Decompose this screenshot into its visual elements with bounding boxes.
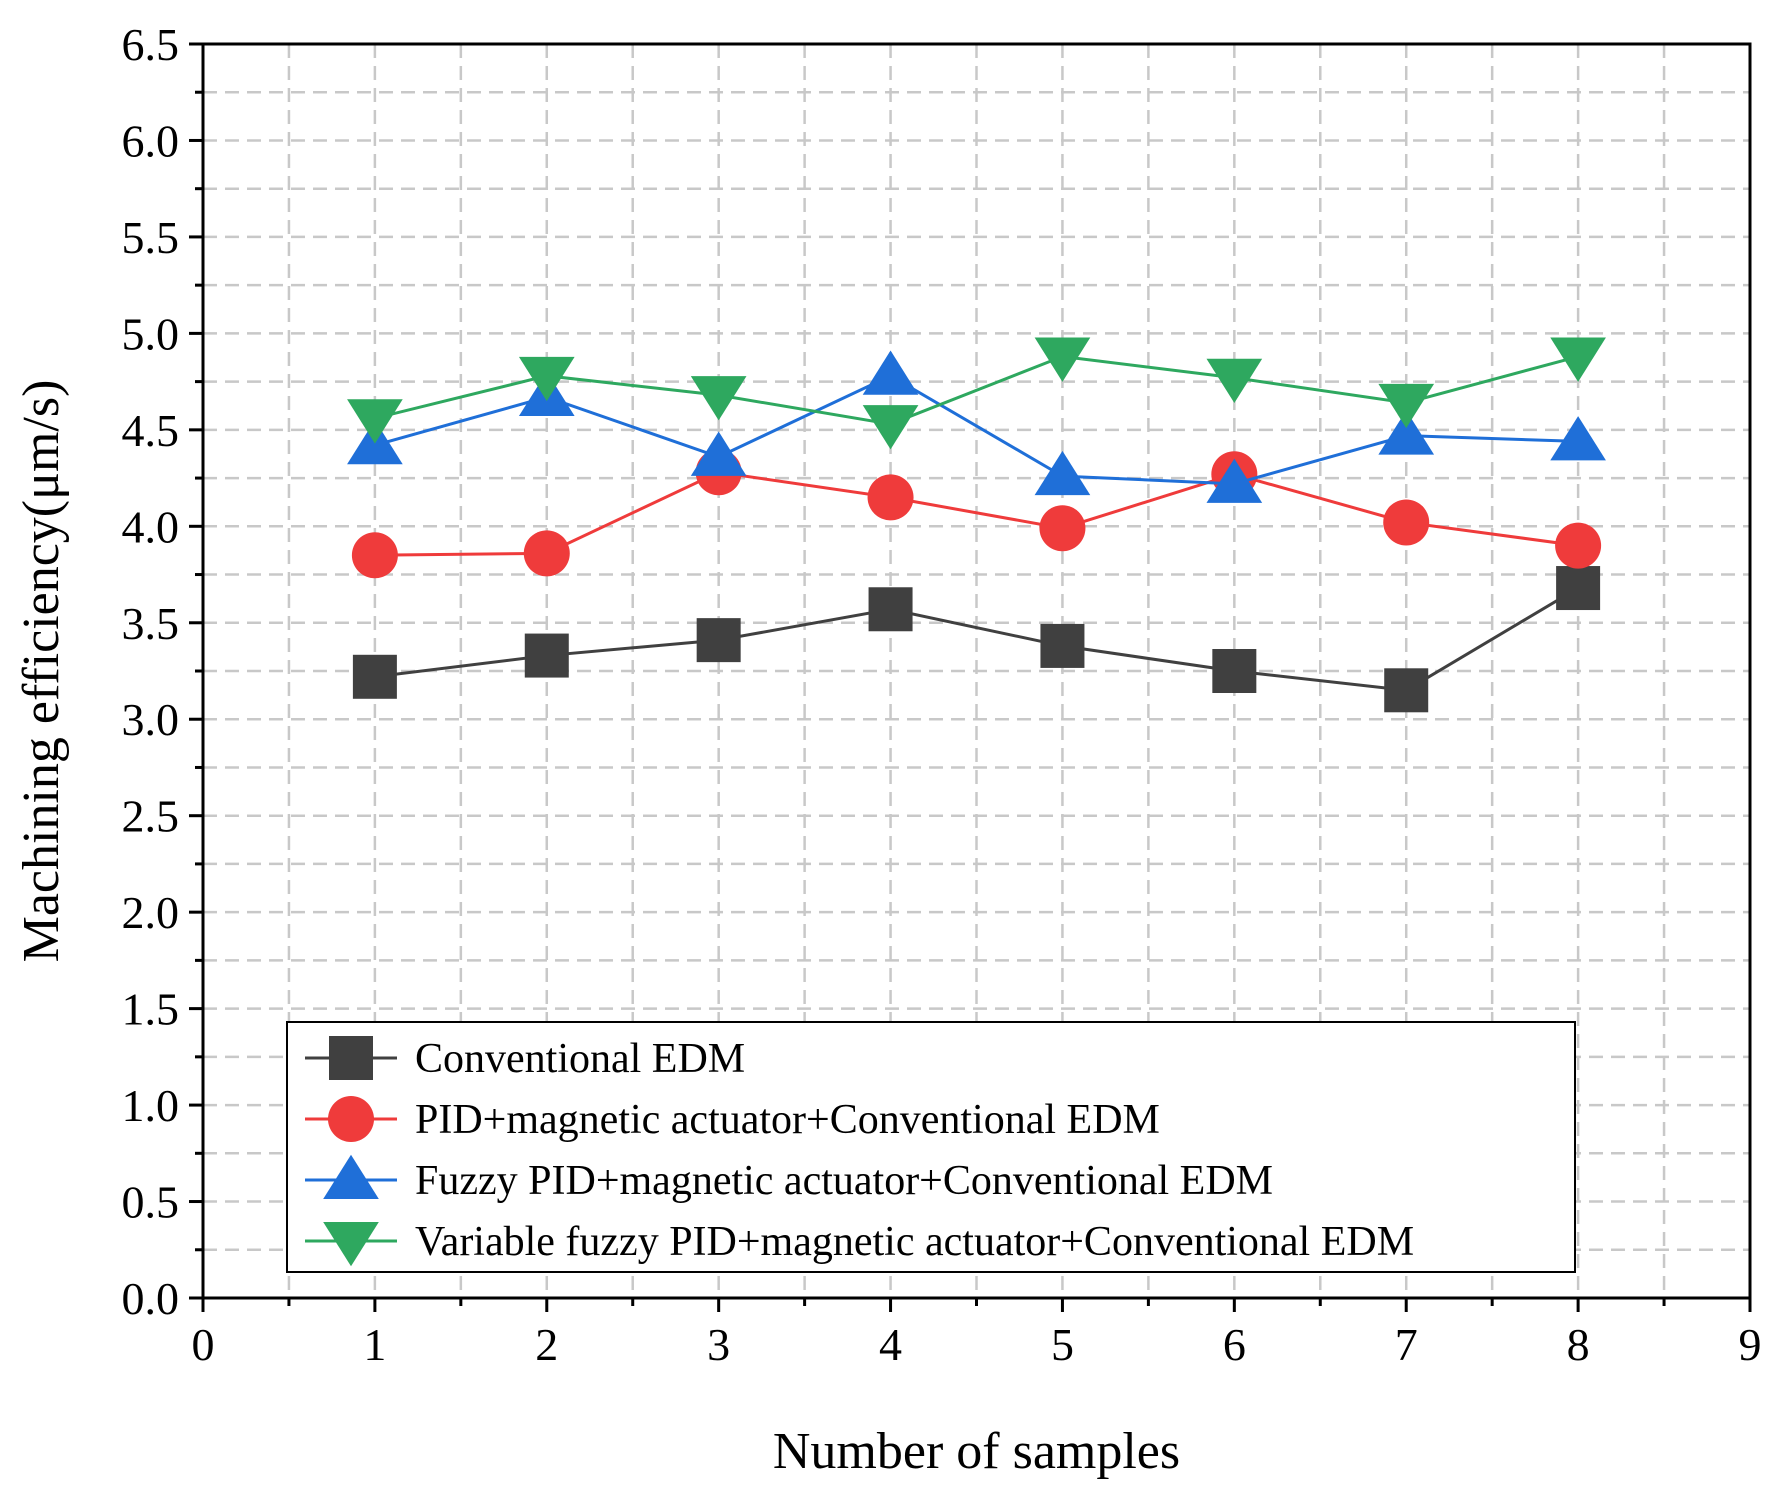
legend-item: Conventional EDM: [305, 1036, 745, 1082]
data-point: [1556, 566, 1601, 611]
data-point: [1384, 668, 1429, 713]
y-axis-label: Machining efficiency(μm/s): [13, 380, 70, 963]
data-point: [862, 405, 919, 450]
data-point: [690, 376, 747, 421]
y-tick-label: 6.5: [122, 19, 180, 70]
y-tick-label: 2.5: [122, 791, 180, 842]
y-tick-label: 1.0: [122, 1080, 180, 1131]
y-tick-label: 6.0: [122, 115, 180, 166]
data-point: [351, 532, 398, 579]
data-point: [1039, 505, 1086, 552]
y-tick-label: 5.0: [122, 308, 180, 359]
x-tick-label: 7: [1395, 1319, 1418, 1370]
x-axis-label: Number of samples: [773, 1423, 1180, 1480]
x-tick-label: 4: [879, 1319, 902, 1370]
data-point: [696, 618, 741, 663]
y-tick-label: 2.0: [122, 887, 180, 938]
x-tick-label: 6: [1223, 1319, 1246, 1370]
x-tick-label: 8: [1567, 1319, 1590, 1370]
y-tick-label: 4.5: [122, 405, 180, 456]
y-tick-label: 0.0: [122, 1273, 180, 1324]
data-point: [1378, 410, 1435, 455]
data-point: [523, 530, 570, 577]
legend-label: PID+magnetic actuator+Conventional EDM: [415, 1097, 1160, 1143]
y-tick-label: 5.5: [122, 212, 180, 263]
legend-label: Conventional EDM: [415, 1036, 745, 1082]
legend-marker: [323, 1154, 379, 1199]
legend-label: Fuzzy PID+magnetic actuator+Conventional…: [415, 1158, 1273, 1204]
legend-marker: [329, 1036, 373, 1080]
x-tick-label: 5: [1051, 1319, 1074, 1370]
x-tick-label: 9: [1739, 1319, 1762, 1370]
data-point: [1034, 337, 1091, 382]
data-point: [1383, 499, 1430, 546]
data-point: [1378, 383, 1435, 429]
series-line: [374, 586, 1579, 692]
series-layer: [347, 337, 1606, 713]
legend-item: PID+magnetic actuator+Conventional EDM: [305, 1096, 1160, 1143]
series-line: [374, 470, 1579, 557]
x-tick-label: 2: [535, 1319, 558, 1370]
data-point: [862, 350, 919, 395]
data-point: [1555, 522, 1602, 569]
x-tick-label: 3: [707, 1319, 730, 1370]
data-point: [347, 399, 403, 444]
data-point: [868, 587, 913, 632]
series-1: [352, 566, 1601, 713]
legend-box: [286, 1021, 1576, 1273]
series-4: [347, 337, 1606, 450]
data-point: [1040, 623, 1085, 668]
ticks: 0 1 2 3 4 5 6 7 8 9 0.0 0.5 1.0 1.5 2.0 2.5 3.0 3.5 4.0 4.5…: [122, 19, 1762, 1370]
data-point: [1206, 358, 1263, 404]
legend-item: Variable fuzzy PID+magnetic actuator+Con…: [305, 1219, 1414, 1267]
data-point: [867, 474, 914, 521]
data-point: [1212, 649, 1257, 693]
series-line: [374, 374, 1579, 486]
data-point: [524, 633, 569, 678]
y-tick-label: 3.0: [122, 694, 180, 745]
y-tick-label: 0.5: [122, 1177, 180, 1228]
data-point: [352, 654, 397, 699]
legend-marker: [323, 1222, 379, 1267]
data-point: [690, 431, 747, 476]
data-point: [1550, 337, 1606, 382]
data-point: [518, 356, 575, 402]
data-point: [1034, 450, 1091, 496]
data-point: [1206, 458, 1263, 503]
legend-item: Fuzzy PID+magnetic actuator+Conventional…: [305, 1154, 1273, 1204]
y-tick-label: 1.5: [122, 984, 180, 1035]
legend: Conventional EDM PID+magnetic actuator+Co…: [286, 1021, 1576, 1273]
data-point: [1550, 416, 1606, 461]
x-tick-label: 0: [192, 1319, 215, 1370]
legend-label: Variable fuzzy PID+magnetic actuator+Con…: [415, 1219, 1414, 1265]
series-line: [374, 355, 1579, 426]
y-tick-label: 4.0: [122, 501, 180, 552]
legend-marker: [328, 1096, 374, 1142]
x-tick-label: 1: [363, 1319, 386, 1370]
series-3: [347, 350, 1606, 503]
y-tick-label: 3.5: [122, 598, 180, 649]
